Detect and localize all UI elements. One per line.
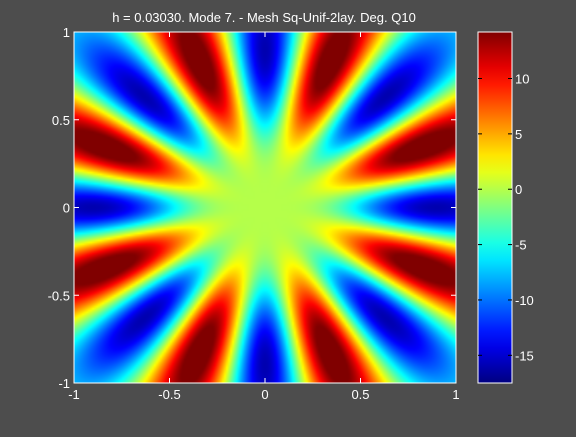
y-tick-label: 1 [63, 25, 70, 40]
y-tick-label: 0.5 [52, 113, 70, 128]
x-tick-label: -1 [68, 387, 80, 402]
colorbar-tick-label: 10 [515, 72, 529, 87]
colorbar-tick-label: -10 [515, 293, 534, 308]
colorbar: -15 -10 -5 0 5 10 [477, 31, 534, 384]
colorbar-tick-label: 0 [515, 182, 522, 197]
y-tick-label: -1 [58, 376, 70, 391]
colorbar-tick-label: -5 [515, 238, 527, 253]
y-tick-label: -0.5 [48, 288, 70, 303]
x-tick-label: -0.5 [158, 387, 180, 402]
colorbar-tick-label: -15 [515, 348, 534, 363]
y-axis: -1 -0.5 0 0.5 1 [48, 25, 456, 391]
y-tick-label: 0 [63, 201, 70, 216]
colorbar-gradient [477, 31, 513, 384]
heatmap-field [74, 32, 456, 383]
colorbar-tick-label: 5 [515, 127, 522, 142]
chart-title: h = 0.03030. Mode 7. - Mesh Sq-Unif-2lay… [112, 10, 416, 25]
x-tick-label: 0.5 [351, 387, 369, 402]
plot-area [73, 31, 457, 384]
x-tick-label: 0 [261, 387, 268, 402]
x-tick-label: 1 [452, 387, 459, 402]
x-axis: -1 -0.5 0 0.5 1 [68, 32, 460, 402]
